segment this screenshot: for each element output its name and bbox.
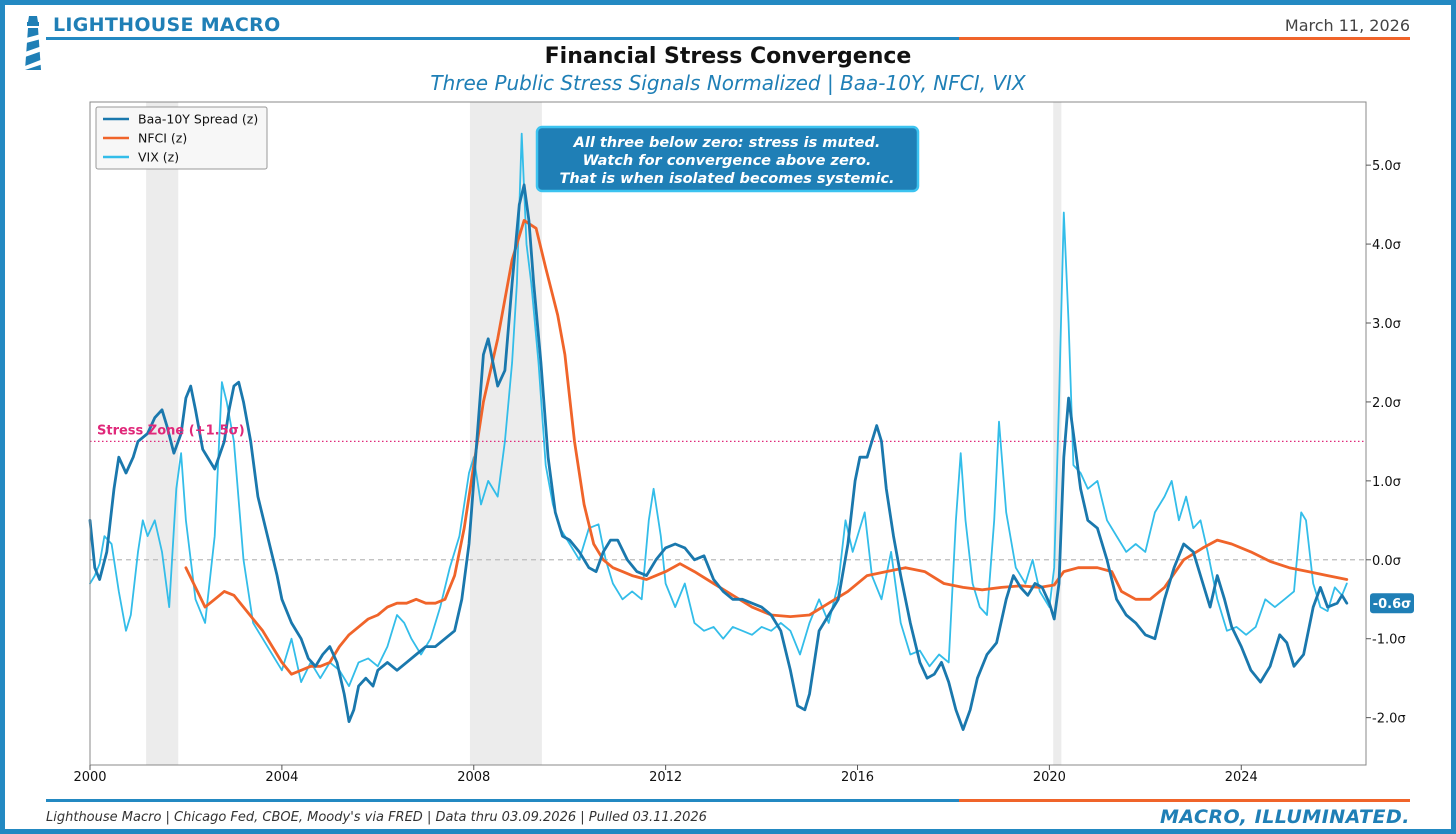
legend: Baa-10Y Spread (z) NFCI (z) VIX (z) (95, 106, 268, 170)
y-tick-label: -2.0σ (1372, 712, 1406, 727)
x-tick-label: 2008 (457, 770, 490, 785)
x-tick-label: 2024 (1225, 770, 1258, 785)
plot-frame (89, 101, 1367, 766)
reference-lines (90, 440, 1366, 561)
lighthouse-logo-icon (25, 16, 43, 70)
header-rule-orange (959, 37, 1410, 40)
last-value-label: -0.6σ (1373, 597, 1412, 612)
y-tick-label: 1.0σ (1372, 475, 1401, 490)
legend-label: Baa-10Y Spread (z) (138, 112, 258, 127)
x-axis: 2000 2004 2008 2012 2016 2020 2024 (73, 765, 1258, 785)
annotation-text: That is when isolated becomes systemic. (559, 171, 894, 187)
annotation-box-bg (535, 125, 920, 193)
annotation-text: Watch for convergence above zero. (583, 153, 872, 169)
footer-rule-blue (46, 799, 959, 802)
last-value-badge: -0.6σ (1370, 593, 1414, 614)
y-tick-label: 0.0σ (1372, 554, 1401, 569)
recession-band (146, 102, 179, 765)
stress-zone-label: Stress Zone (+1.5σ) (97, 423, 245, 438)
annotation-box: All three below zero: stress is muted. Wa… (535, 125, 920, 193)
chart-title: Financial Stress Convergence (544, 44, 912, 69)
y-tick-label: 4.0σ (1372, 238, 1401, 253)
stress-zone-label-group: Stress Zone (+1.5σ) (97, 423, 245, 438)
brand-name: LIGHTHOUSE MACRO (53, 14, 281, 36)
x-tick-label: 2016 (841, 770, 874, 785)
report-date: March 11, 2026 (1284, 16, 1410, 35)
tagline: MACRO, ILLUMINATED. (1159, 806, 1410, 828)
legend-label: NFCI (z) (138, 131, 187, 146)
last-value-badge-bg (1370, 593, 1414, 614)
annotation-text: All three below zero: stress is muted. (573, 135, 881, 151)
x-tick-label: 2012 (649, 770, 682, 785)
x-tick-label: 2000 (73, 770, 106, 785)
series-line-vix (89, 132, 1348, 687)
y-tick-label: 2.0σ (1372, 396, 1401, 411)
series-line-nfci (184, 219, 1349, 676)
y-axis: -2.0σ -1.0σ 0.0σ 1.0σ 2.0σ 3.0σ 4.0σ 5.0σ (1366, 159, 1406, 727)
chart-subtitle: Three Public Stress Signals Normalized |… (430, 71, 1026, 95)
header-rule-blue (46, 37, 959, 40)
source-note: Lighthouse Macro | Chicago Fed, CBOE, Mo… (46, 810, 707, 825)
y-tick-label: 5.0σ (1372, 159, 1401, 174)
series-line-baa-10y (88, 183, 1349, 731)
y-tick-label: 3.0σ (1372, 317, 1401, 332)
y-tick-label: -1.0σ (1372, 633, 1406, 648)
series-lines (88, 132, 1349, 731)
legend-box (95, 106, 268, 170)
footer-rule-orange (959, 799, 1410, 802)
x-tick-label: 2020 (1033, 770, 1066, 785)
legend-label: VIX (z) (138, 150, 179, 165)
x-tick-label: 2004 (265, 770, 298, 785)
